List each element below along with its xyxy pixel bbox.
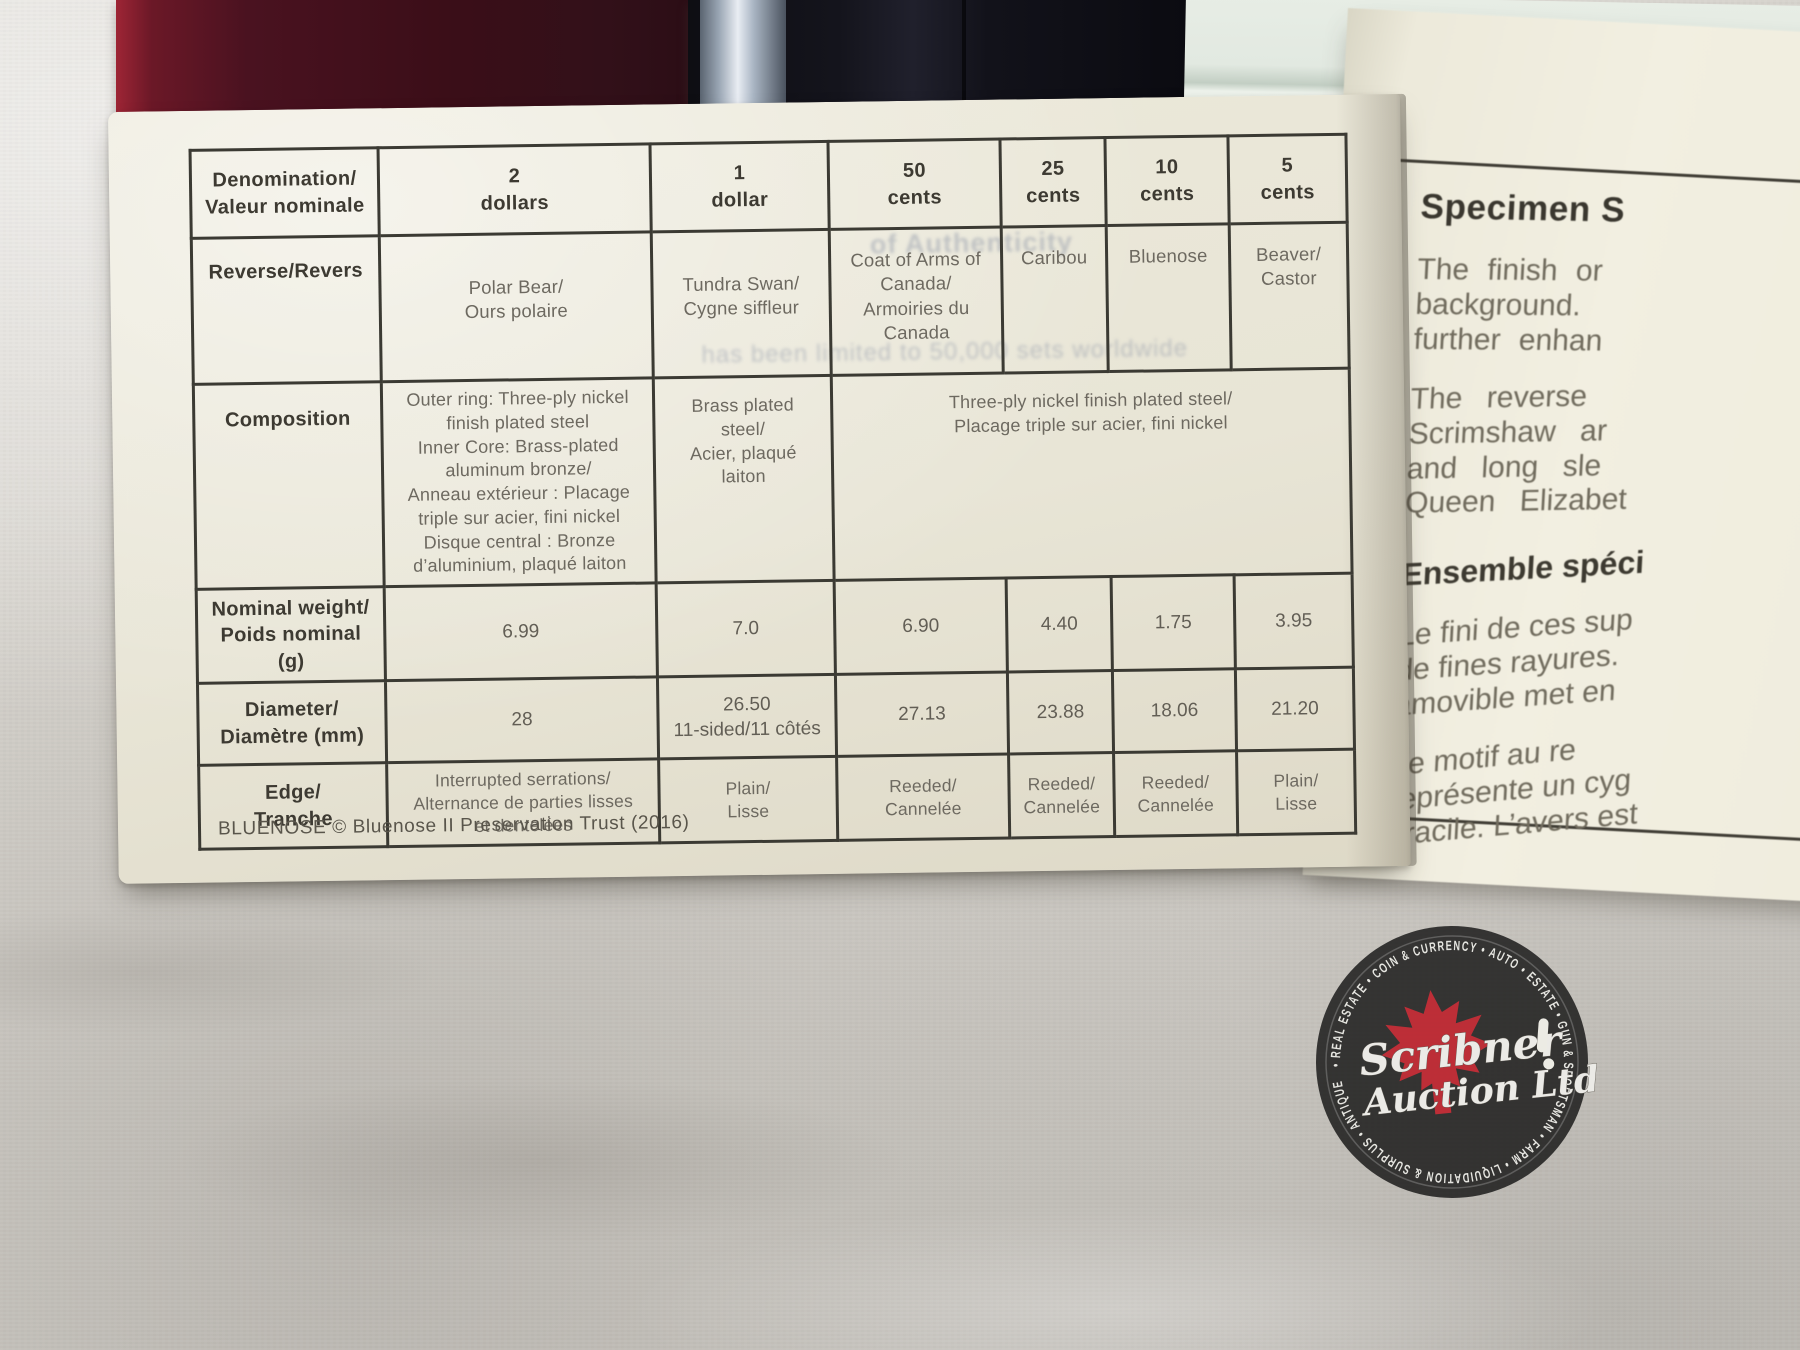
exclamation-icon [1536,1018,1555,1070]
composition-cents-merged: Three-ply nickel finish plated steel/ Pl… [831,368,1353,581]
header-50-cents: 50 cents [827,139,1002,230]
diameter-10-cents: 18.06 [1112,668,1237,753]
weight-row-label: Nominal weight/ Poids nominal (g) [196,586,386,684]
composition-row: Composition Outer ring: Three-ply nickel… [193,368,1353,590]
table-header-row: Denomination/ Valeur nominale 2 dollars … [190,134,1348,239]
header-10-cents: 10 cents [1104,135,1230,226]
acrylic-coin-holder [700,0,786,112]
header-2-dollars: 2 dollars [378,143,652,236]
diameter-2-dollars: 28 [385,677,659,763]
composition-row-label: Composition [193,381,385,590]
header-25-cents: 25 cents [999,137,1107,228]
right-page-title: Specimen S [1419,187,1627,230]
maroon-coin-box [116,0,712,117]
reverse-10-cents: Bluenose [1106,223,1232,372]
reverse-row-label: Reverse/Revers [191,235,382,385]
header-1-dollar: 1 dollar [649,141,830,232]
fold-shadow [1335,93,1417,867]
diameter-1-dollar: 26.50 11-sided/11 côtés [657,674,837,760]
edge-5-cents: Plain/ Lisse [1236,749,1356,836]
header-5-cents: 5 cents [1227,134,1348,224]
edge-10-cents: Reeded/ Cannelée [1113,750,1238,837]
reverse-row: Reverse/Revers Polar Bear/ Ours polaire … [191,222,1350,385]
reverse-5-cents: Beaver/ Castor [1229,222,1350,370]
weight-2-dollars: 6.99 [384,582,658,681]
composition-1-dollar: Brass plated steel/ Acier, plaqué laiton [653,375,835,583]
watermark-svg: • REAL ESTATE • COIN & CURRENCY • AUTO •… [1316,926,1614,1199]
right-page-paragraph-en-2: The reverse Scrimshaw ar and long sle Qu… [1404,380,1628,521]
coin-spec-table: Denomination/ Valeur nominale 2 dollars … [189,133,1358,852]
weight-1-dollar: 7.0 [656,580,836,678]
reverse-1-dollar: Tundra Swan/ Cygne siffleur [651,229,832,378]
weight-10-cents: 1.75 [1111,574,1236,671]
right-page-paragraph-fr-1: Le fini de ces sup de fines rayures. amo… [1393,602,1634,722]
auction-watermark-badge: • REAL ESTATE • COIN & CURRENCY • AUTO •… [1292,902,1614,1223]
reverse-2-dollars: Polar Bear/ Ours polaire [379,231,654,382]
reverse-25-cents: Caribou [1001,225,1109,374]
case-seam [962,0,966,112]
reverse-50-cents: Coat of Arms of Canada/ Armoiries du Can… [829,227,1004,376]
right-page-frame: Specimen S The finish or background. fur… [1357,158,1800,852]
weight-25-cents: 4.40 [1006,576,1113,673]
diameter-50-cents: 27.13 [835,672,1009,757]
weight-row: Nominal weight/ Poids nominal (g) 6.99 7… [196,573,1354,684]
weight-5-cents: 3.95 [1234,573,1354,669]
composition-2-dollars: Outer ring: Three-ply nickel finish plat… [381,377,657,587]
weight-50-cents: 6.90 [834,578,1008,675]
right-page-paragraph-en-1: The finish or background. further enhan [1412,253,1604,358]
edge-50-cents: Reeded/ Cannelée [836,754,1010,841]
header-denomination: Denomination/ Valeur nominale [190,147,380,239]
booklet-left-page: of Authenticity has been limited to 50,0… [108,93,1417,884]
diameter-5-cents: 21.20 [1235,667,1355,751]
diameter-25-cents: 23.88 [1007,670,1114,755]
right-page-heading-fr: Ensemble spéci [1400,543,1646,593]
maple-leaf-icon [1381,990,1492,1115]
badge-inner-ring [1325,935,1579,1189]
diameter-row-label: Diameter/ Diamètre (mm) [197,680,387,766]
edge-25-cents: Reeded/ Cannelée [1008,752,1115,839]
